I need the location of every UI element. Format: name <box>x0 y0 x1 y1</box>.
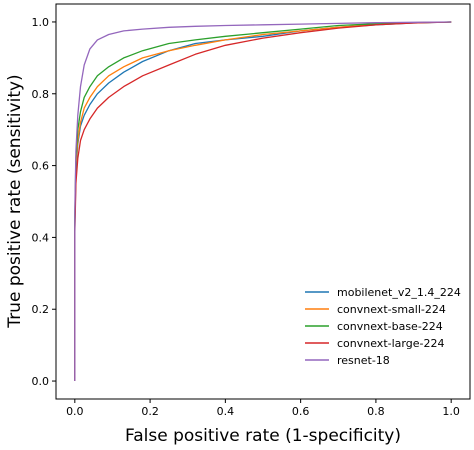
x-tick-label: 0.4 <box>217 405 235 418</box>
x-tick-label: 1.0 <box>442 405 460 418</box>
y-tick-label: 0.4 <box>32 231 50 244</box>
legend: mobilenet_v2_1.4_224 convnext-small-224 co… <box>305 286 461 367</box>
legend-label: convnext-small-224 <box>337 303 446 316</box>
x-tick-label: 0.0 <box>66 405 84 418</box>
series-lines <box>74 21 452 381</box>
x-tick-label: 0.2 <box>141 405 159 418</box>
series-line-resnet-18 <box>74 21 452 381</box>
series-line-convnext-large-224 <box>74 21 452 381</box>
x-tick-label: 0.8 <box>367 405 385 418</box>
legend-label: resnet-18 <box>337 354 390 367</box>
plot-frame <box>55 3 471 400</box>
y-tick-label: 0.0 <box>32 375 50 388</box>
y-tick-label: 1.0 <box>32 16 50 29</box>
y-tick-label: 0.6 <box>32 160 50 173</box>
legend-label: convnext-base-224 <box>337 320 443 333</box>
series-line-convnext-base-224 <box>74 21 452 381</box>
legend-label: convnext-large-224 <box>337 337 444 350</box>
y-tick-label: 0.2 <box>32 303 50 316</box>
y-tick-label: 0.8 <box>32 88 50 101</box>
x-axis-label: False positive rate (1-specificity) <box>125 426 401 446</box>
x-axis-ticks: 0.0 0.2 0.4 0.6 0.8 1.0 <box>66 399 460 418</box>
y-axis-label: True positive rate (sensitivity) <box>5 74 25 328</box>
legend-label: mobilenet_v2_1.4_224 <box>337 286 461 299</box>
x-tick-label: 0.6 <box>292 405 310 418</box>
series-line-convnext-small-224 <box>74 21 452 381</box>
y-axis-ticks: 0.0 0.2 0.4 0.6 0.8 1.0 <box>32 16 56 388</box>
